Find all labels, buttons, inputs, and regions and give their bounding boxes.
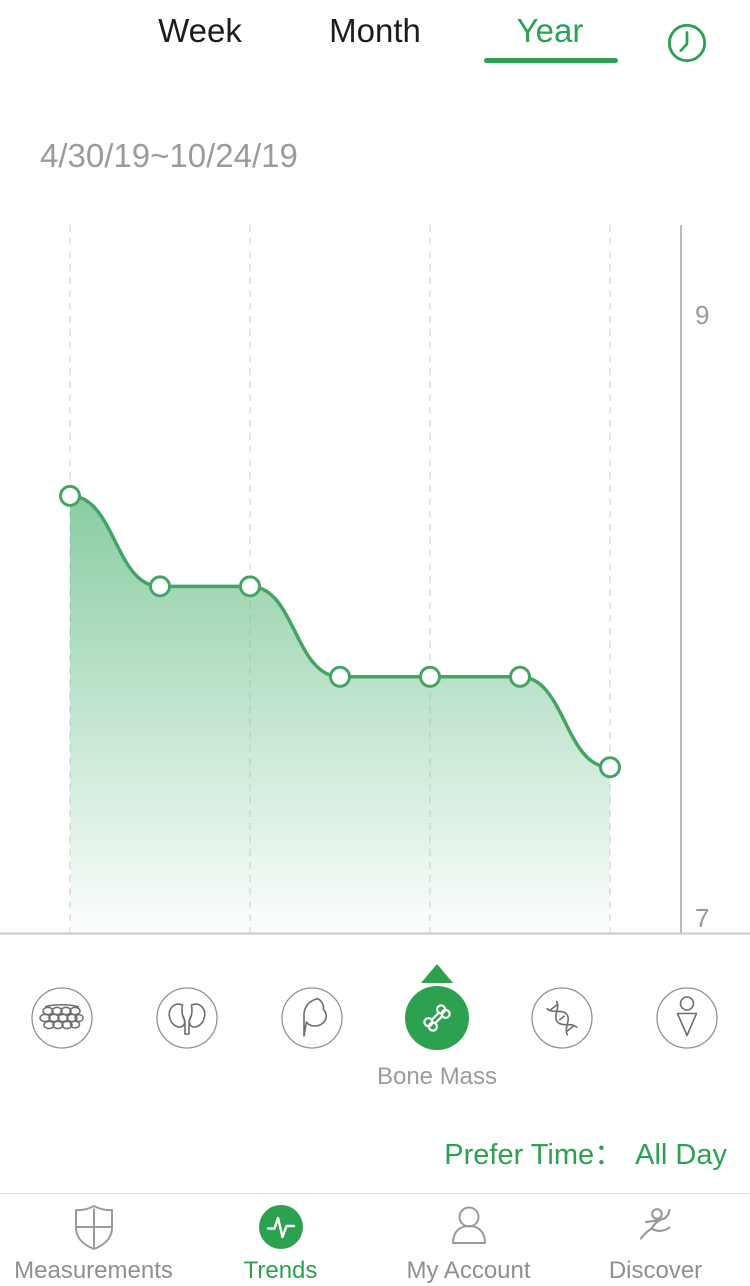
- metric-body-type[interactable]: [655, 986, 719, 1050]
- pulse-icon: [258, 1205, 303, 1249]
- active-tab-underline: [484, 58, 618, 63]
- nav-item-measurements[interactable]: Measurements: [0, 1194, 187, 1286]
- metric-visceral-fat[interactable]: [155, 986, 219, 1050]
- svg-text:7: 7: [695, 903, 709, 933]
- nav-label-trends: Trends: [243, 1257, 318, 1284]
- person-icon: [451, 1206, 486, 1244]
- prefer-time-row[interactable]: Prefer Time： All Day: [444, 1131, 727, 1173]
- body-figure-icon: [656, 987, 718, 1049]
- nav-label-my-account: My Account: [406, 1257, 531, 1284]
- dna-icon: [531, 987, 593, 1049]
- metric-bone-mass[interactable]: [405, 986, 469, 1050]
- shield-icon: [74, 1205, 113, 1250]
- date-range-label: 4/30/19~10/24/19: [40, 137, 298, 174]
- tab-year[interactable]: Year: [516, 12, 584, 49]
- prefer-time-value[interactable]: All Day: [635, 1139, 727, 1171]
- nav-label-discover: Discover: [608, 1257, 703, 1284]
- selected-metric-label: Bone Mass: [376, 1063, 498, 1090]
- muscle-icon: [281, 987, 343, 1049]
- nav-item-my-account[interactable]: My Account: [375, 1194, 562, 1286]
- bone-mass-trend-chart[interactable]: 97: [0, 0, 750, 960]
- kidneys-icon: [156, 987, 218, 1049]
- tab-week[interactable]: Week: [158, 12, 242, 49]
- fat-cells-icon: [31, 987, 93, 1049]
- clock-icon[interactable]: [666, 22, 708, 64]
- tab-month[interactable]: Month: [329, 12, 421, 49]
- metric-body-fat[interactable]: [30, 986, 94, 1050]
- prefer-time-label: Prefer Time：: [444, 1139, 624, 1171]
- selected-metric-arrow-icon: [421, 964, 453, 983]
- runner-icon: [639, 1208, 671, 1240]
- metric-protein[interactable]: [530, 986, 594, 1050]
- bottom-nav: Measurements Trends My Account: [0, 1193, 750, 1286]
- bone-icon: [405, 986, 469, 1050]
- nav-label-measurements: Measurements: [14, 1257, 173, 1284]
- nav-item-discover[interactable]: Discover: [562, 1194, 749, 1286]
- nav-item-trends[interactable]: Trends: [187, 1194, 374, 1286]
- svg-text:9: 9: [695, 300, 709, 330]
- metric-muscle[interactable]: [280, 986, 344, 1050]
